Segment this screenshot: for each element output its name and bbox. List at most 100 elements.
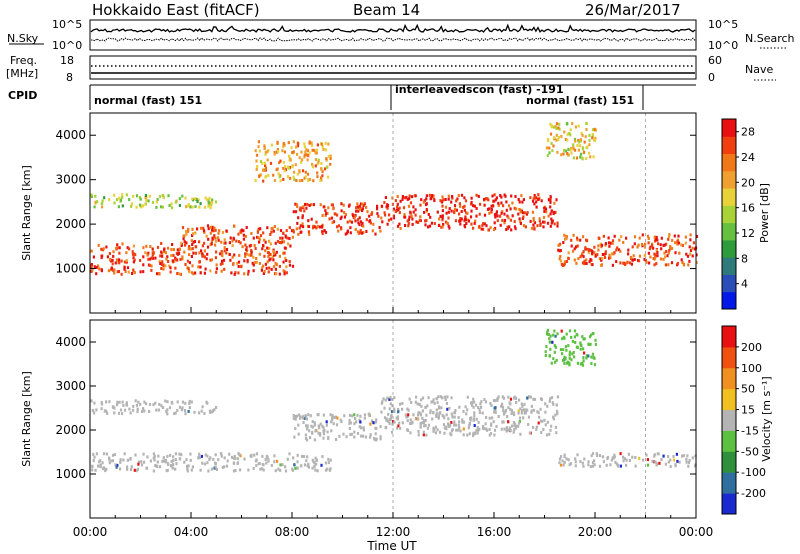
power-echo-cell bbox=[627, 252, 630, 256]
power-echo-cell bbox=[202, 226, 205, 230]
power-echo-cell bbox=[297, 216, 300, 220]
power-echo-cell bbox=[604, 243, 607, 247]
power-echo-cell bbox=[518, 200, 521, 204]
power-echo-cell bbox=[192, 240, 195, 244]
power-echo-cell bbox=[544, 207, 548, 211]
power-echo-cell bbox=[611, 263, 614, 267]
power-echo-cell bbox=[245, 252, 248, 256]
power-echo-cell bbox=[187, 247, 190, 251]
velocity-echo-cell bbox=[180, 453, 183, 457]
velocity-colorbar-segment bbox=[722, 493, 736, 515]
power-echo-cell bbox=[107, 269, 110, 273]
velocity-echo-cell bbox=[213, 466, 216, 470]
power-echo-cell bbox=[297, 142, 300, 146]
power-echo-cell bbox=[220, 240, 223, 244]
power-echo-cell bbox=[256, 230, 259, 234]
power-echo-cell bbox=[209, 269, 212, 273]
velocity-echo-cell bbox=[261, 454, 264, 458]
power-echo-cell bbox=[646, 234, 650, 238]
power-echo-cell bbox=[191, 247, 194, 251]
power-echo-cell bbox=[306, 178, 310, 182]
velocity-echo-cell bbox=[596, 454, 599, 457]
power-echo-cell bbox=[211, 198, 214, 202]
velocity-echo-cell bbox=[267, 459, 270, 463]
power-echo-cell bbox=[264, 164, 267, 168]
power-echo-cell bbox=[559, 255, 562, 258]
power-echo-cell bbox=[263, 238, 266, 242]
velocity-echo-cell bbox=[581, 363, 584, 367]
velocity-echo-cell bbox=[518, 421, 521, 425]
velocity-echo-cell bbox=[99, 464, 102, 468]
power-echo-cell bbox=[263, 161, 267, 165]
velocity-echo-cell bbox=[587, 460, 590, 464]
velocity-echo-cell bbox=[230, 455, 234, 459]
power-echo-cell bbox=[519, 222, 522, 225]
power-echo-cell bbox=[555, 198, 558, 202]
velocity-echo-cell bbox=[552, 333, 555, 337]
power-echo-cell bbox=[274, 261, 277, 265]
power-echo-cell bbox=[448, 226, 451, 230]
power-echo-cell bbox=[108, 252, 111, 255]
power-echo-cell bbox=[162, 267, 165, 271]
power-echo-cell bbox=[574, 139, 577, 143]
power-echo-cell bbox=[656, 254, 659, 258]
power-echo-cell bbox=[102, 247, 105, 251]
power-echo-cell bbox=[288, 226, 291, 230]
velocity-echo-cell bbox=[484, 422, 487, 426]
power-echo-cell bbox=[312, 179, 315, 183]
power-ytick-label: 4000 bbox=[55, 128, 86, 142]
power-echo-cell bbox=[499, 214, 502, 218]
velocity-echo-cell bbox=[617, 464, 620, 468]
nave-tick-top: 60 bbox=[708, 54, 722, 67]
power-echo-cell bbox=[288, 154, 291, 158]
power-echo-cell bbox=[633, 242, 636, 246]
power-echo-cell bbox=[633, 258, 636, 261]
power-echo-cell bbox=[475, 214, 478, 218]
velocity-echo-cell bbox=[443, 395, 446, 399]
power-echo-cell bbox=[359, 202, 363, 206]
velocity-echo-cell bbox=[497, 415, 500, 418]
velocity-echo-cell bbox=[185, 458, 188, 462]
power-echo-cell bbox=[100, 247, 103, 251]
power-echo-cell bbox=[163, 247, 166, 251]
velocity-echo-cell bbox=[152, 403, 155, 407]
power-echo-cell bbox=[194, 205, 197, 209]
power-echo-cell bbox=[582, 255, 585, 259]
power-echo-cell bbox=[282, 177, 285, 181]
velocity-echo-cell bbox=[574, 341, 577, 344]
velocity-echo-cell bbox=[645, 453, 648, 457]
power-echo-cell bbox=[252, 269, 255, 273]
velocity-echo-cell bbox=[687, 464, 690, 468]
power-echo-cell bbox=[339, 217, 342, 221]
power-echo-cell bbox=[300, 206, 303, 210]
velocity-echo-cell bbox=[374, 432, 377, 436]
power-echo-cell bbox=[414, 194, 417, 198]
velocity-echo-cell bbox=[398, 421, 401, 425]
power-echo-cell bbox=[481, 223, 484, 227]
velocity-echo-cell bbox=[292, 417, 295, 421]
velocity-echo-cell bbox=[638, 456, 641, 460]
power-echo-cell bbox=[262, 231, 265, 235]
velocity-echo-cell bbox=[435, 397, 438, 401]
velocity-echo-cell bbox=[126, 458, 129, 462]
nsky-tick-top: 10^5 bbox=[52, 18, 82, 31]
power-echo-cell bbox=[314, 158, 318, 162]
power-echo-cell bbox=[565, 235, 568, 238]
velocity-echo-cell bbox=[593, 459, 596, 463]
velocity-echo-cell bbox=[507, 428, 510, 432]
power-echo-cell bbox=[112, 250, 115, 254]
velocity-echo-cell bbox=[574, 464, 577, 468]
velocity-echo-cell bbox=[322, 429, 325, 433]
power-echo-cell bbox=[190, 255, 193, 258]
power-echo-cell bbox=[223, 246, 226, 250]
velocity-echo-cell bbox=[315, 462, 318, 466]
velocity-echo-cell bbox=[575, 333, 578, 336]
velocity-echo-cell bbox=[111, 459, 114, 463]
power-echo-cell bbox=[101, 199, 104, 203]
power-echo-cell bbox=[282, 142, 285, 146]
power-echo-cell bbox=[211, 228, 214, 232]
power-echo-cell bbox=[174, 266, 177, 270]
power-echo-cell bbox=[116, 243, 119, 247]
velocity-echo-cell bbox=[129, 411, 132, 415]
power-echo-cell bbox=[200, 249, 203, 253]
